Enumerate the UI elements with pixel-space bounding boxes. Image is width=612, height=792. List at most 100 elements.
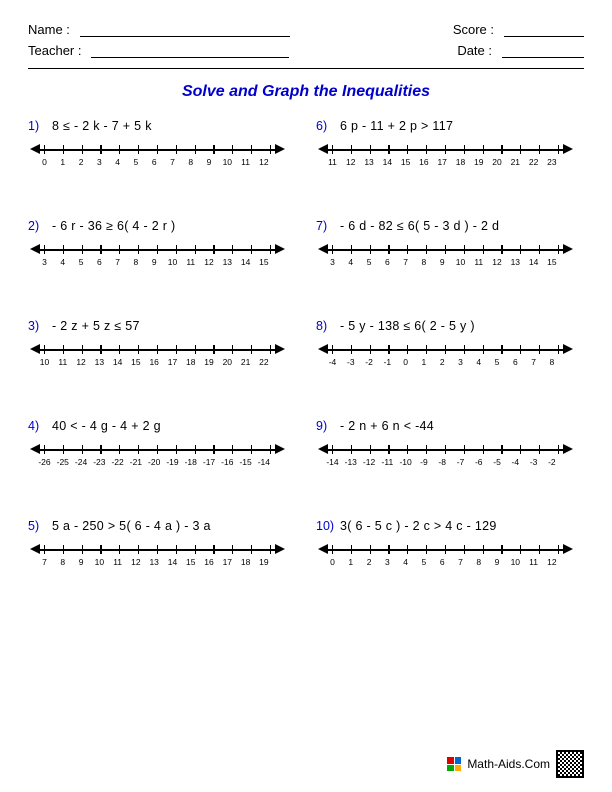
tick-label: -15 [239,457,253,467]
date-line[interactable] [502,44,584,58]
tick-label: 9 [147,257,161,267]
problem-expression: 40 < - 4 g - 4 + 2 g [52,419,161,433]
tick-label: 2 [362,557,376,567]
header-rule [28,68,584,69]
tick [82,345,83,354]
tick-label: 0 [399,357,413,367]
tick [63,145,64,154]
problem: 8)- 5 y - 138 ≤ 6( 2 - 5 y )-4-3-2-10123… [316,319,584,375]
problem: 3)- 2 z + 5 z ≤ 571011121314151617181920… [28,319,296,375]
tick-label: 17 [435,157,449,167]
arrow-right-icon [275,544,285,554]
tick [270,445,271,454]
tick [558,445,559,454]
problem-expression: - 5 y - 138 ≤ 6( 2 - 5 y ) [340,319,475,333]
tick-marks [44,545,271,554]
tick [251,345,252,354]
tick [483,445,484,454]
tick-label: -24 [74,457,88,467]
tick-label: 8 [184,157,198,167]
problem-number: 6) [316,119,340,133]
arrow-right-icon [275,444,285,454]
tick-label: 3 [92,157,106,167]
tick [520,245,521,254]
tick [445,245,446,254]
tick [232,245,233,254]
tick-labels: 10111213141516171819202122 [44,357,271,367]
tick [445,445,446,454]
name-field: Name : [28,22,290,37]
tick-label: 10 [165,257,179,267]
tick [370,245,371,254]
tick-label: 4 [344,257,358,267]
tick-label: 5 [490,357,504,367]
tick [270,345,271,354]
tick-label: -21 [129,457,143,467]
tick [251,145,252,154]
score-line[interactable] [504,23,584,37]
worksheet-title: Solve and Graph the Inequalities [28,83,584,101]
tick [332,145,333,154]
problem: 6)6 p - 11 + 2 p > 117111213141516171819… [316,119,584,175]
tick [138,345,139,354]
problems-column-left: 1)8 ≤ - 2 k - 7 + 5 k01234567891011122)-… [28,119,306,619]
problem: 5)5 a - 250 > 5( 6 - 4 a ) - 3 a78910111… [28,519,296,575]
tick-label: 20 [490,157,504,167]
tick-label: 13 [508,257,522,267]
arrow-right-icon [563,144,573,154]
tick-label: 21 [508,157,522,167]
footer-site: Math-Aids.Com [467,757,550,771]
number-line: 78910111213141516171819 [30,543,285,575]
tick-labels: 0123456789101112 [44,157,271,167]
tick-label: 14 [527,257,541,267]
teacher-line[interactable] [91,44,289,58]
problem-number: 9) [316,419,340,433]
score-field: Score : [453,22,584,37]
tick [426,545,427,554]
tick [332,545,333,554]
tick-label: 7 [38,557,52,567]
tick-label: 5 [74,257,88,267]
tick [464,545,465,554]
tick [332,245,333,254]
tick-label: 0 [326,557,340,567]
tick-label: 12 [129,557,143,567]
tick [213,545,214,554]
tick [176,345,177,354]
tick-label: 7 [165,157,179,167]
tick [370,445,371,454]
name-line[interactable] [80,23,290,37]
tick [464,245,465,254]
tick [270,545,271,554]
tick-label: 14 [111,357,125,367]
tick-labels: 3456789101112131415 [332,257,559,267]
tick-label: 7 [399,257,413,267]
tick [213,345,214,354]
arrow-right-icon [563,344,573,354]
problem-expression: - 6 r - 36 ≥ 6( 4 - 2 r ) [52,219,175,233]
tick [558,345,559,354]
logo-icon [447,757,461,771]
tick [464,145,465,154]
tick-label: -2 [362,357,376,367]
tick [119,545,120,554]
tick [213,245,214,254]
tick [270,245,271,254]
problem-number: 4) [28,419,52,433]
tick-label: 10 [92,557,106,567]
tick [44,245,45,254]
problem-expression: 5 a - 250 > 5( 6 - 4 a ) - 3 a [52,519,211,533]
tick [157,445,158,454]
tick-label: -19 [165,457,179,467]
tick [501,145,502,154]
tick [407,245,408,254]
tick [195,545,196,554]
tick-label: 4 [56,257,70,267]
tick-label: 15 [129,357,143,367]
tick [138,145,139,154]
tick-labels: 0123456789101112 [332,557,559,567]
tick [157,345,158,354]
tick [119,445,120,454]
arrow-right-icon [563,244,573,254]
tick-label: 3 [380,557,394,567]
